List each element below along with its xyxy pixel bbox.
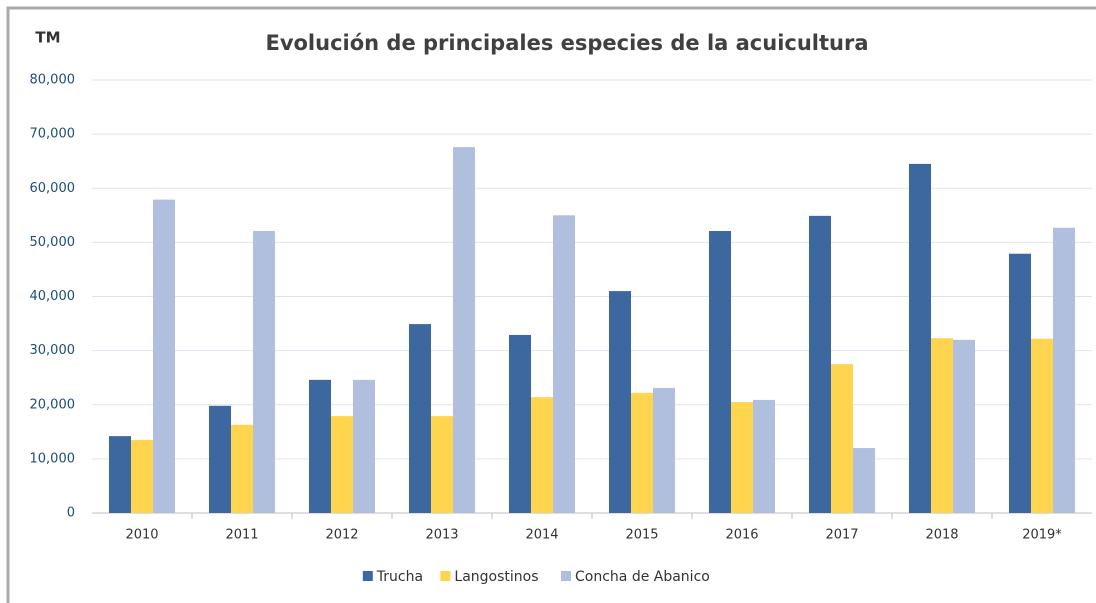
y-axis-label: TM	[35, 29, 60, 47]
bar	[931, 338, 953, 513]
x-tick-label: 2010	[125, 528, 158, 543]
bar	[353, 379, 375, 513]
bar	[131, 439, 153, 513]
y-tick-label: 70,000	[30, 127, 76, 142]
x-tick-label: 2012	[325, 528, 358, 543]
y-tick-label: 20,000	[30, 397, 76, 412]
bar	[1031, 338, 1053, 513]
bar	[853, 448, 875, 513]
bar	[809, 215, 831, 513]
y-tick-label: 40,000	[30, 289, 76, 304]
legend-swatch	[440, 571, 451, 581]
bar	[253, 231, 275, 514]
bar	[531, 397, 553, 513]
bar	[309, 379, 331, 513]
bar	[731, 402, 753, 513]
frame	[6, 6, 1096, 603]
y-tick-label: 80,000	[30, 73, 76, 88]
bar	[209, 405, 231, 513]
bar	[331, 416, 353, 513]
x-tick-label: 2013	[425, 528, 458, 543]
legend-label: Concha de Abanico	[575, 569, 710, 585]
x-tick-label: 2015	[625, 528, 658, 543]
legend-swatch	[362, 571, 373, 581]
bar	[709, 231, 731, 514]
x-tick-label: 2011	[225, 528, 258, 543]
bar	[753, 399, 775, 513]
chart-title: Evolución de principales especies de la …	[265, 31, 868, 55]
bar	[153, 199, 175, 513]
legend-label: Langostinos	[454, 569, 538, 585]
bar	[953, 339, 975, 513]
x-tick-label: 2018	[925, 528, 958, 543]
legend-label: Trucha	[376, 569, 423, 585]
bar	[431, 416, 453, 513]
bar	[1053, 227, 1075, 514]
bar	[109, 436, 131, 513]
bar	[631, 392, 653, 513]
bar	[609, 291, 631, 513]
x-tick-label: 2014	[525, 528, 558, 543]
y-tick-label: 50,000	[30, 235, 76, 250]
bar	[409, 324, 431, 513]
y-tick-label: 30,000	[30, 343, 76, 358]
bar	[831, 364, 853, 513]
y-tick-label: 10,000	[30, 451, 76, 466]
x-tick-label: 2019*	[1022, 528, 1062, 543]
bar	[1009, 253, 1031, 513]
bar	[231, 424, 253, 513]
x-tick-label: 2016	[725, 528, 758, 543]
x-tick-label: 2017	[825, 528, 858, 543]
legend-swatch	[561, 571, 571, 581]
bar	[553, 215, 575, 513]
bar	[909, 163, 931, 514]
bar	[509, 334, 531, 513]
y-tick-label: 60,000	[30, 181, 76, 196]
y-tick-label: 0	[67, 506, 75, 521]
bar	[653, 387, 675, 513]
bar	[453, 147, 475, 514]
